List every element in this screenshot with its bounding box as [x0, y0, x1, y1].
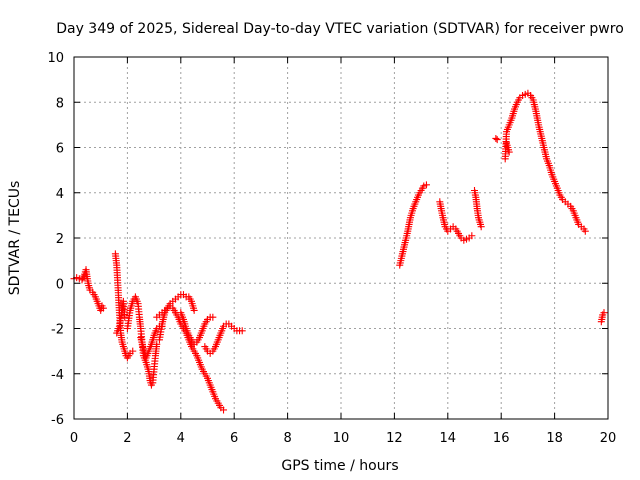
y-tick-label: -2: [51, 323, 64, 338]
x-tick-label: 6: [230, 431, 238, 446]
x-tick-label: 18: [546, 431, 563, 446]
y-tick-label: 2: [56, 232, 64, 247]
y-tick-label: -6: [51, 413, 64, 428]
x-tick-label: 10: [333, 431, 350, 446]
data-point: [468, 232, 476, 240]
chart-title: Day 349 of 2025, Sidereal Day-to-day VTE…: [56, 21, 624, 37]
y-tick-label: -4: [51, 368, 64, 383]
x-tick-label: 16: [493, 431, 510, 446]
data-point: [238, 327, 246, 335]
x-tick-label: 12: [386, 431, 403, 446]
data-point: [220, 406, 228, 414]
data-point: [99, 304, 107, 312]
data-point: [190, 306, 198, 314]
x-tick-label: 0: [70, 431, 78, 446]
data-points: [70, 89, 608, 414]
data-point: [129, 347, 137, 355]
y-axis-label: SDTVAR / TECUs: [7, 181, 23, 296]
data-point: [422, 181, 430, 189]
data-point: [505, 148, 513, 156]
y-tick-label: 0: [56, 277, 64, 292]
y-tick-label: 8: [56, 96, 64, 111]
data-point: [600, 309, 608, 317]
x-tick-label: 20: [600, 431, 617, 446]
data-point: [477, 223, 485, 231]
plot-border: [73, 56, 609, 420]
x-axis-tick-labels: 0 2 4 6 8 10 12 14 16 18 20: [70, 431, 616, 446]
x-tick-label: 2: [123, 431, 131, 446]
y-tick-label: 6: [56, 142, 64, 157]
x-axis-label: GPS time / hours: [281, 458, 398, 474]
data-point: [209, 313, 217, 321]
data-point: [492, 134, 500, 142]
data-point: [581, 227, 589, 235]
data-point: [493, 136, 501, 144]
y-axis-tick-labels: -6 -4 -2 0 2 4 6 8 10: [47, 51, 64, 428]
y-tick-label: 10: [47, 51, 64, 66]
y-tick-label: 4: [56, 187, 64, 202]
data-point: [121, 313, 129, 321]
x-tick-label: 14: [440, 431, 457, 446]
x-tick-label: 4: [177, 431, 185, 446]
x-tick-label: 8: [283, 431, 291, 446]
